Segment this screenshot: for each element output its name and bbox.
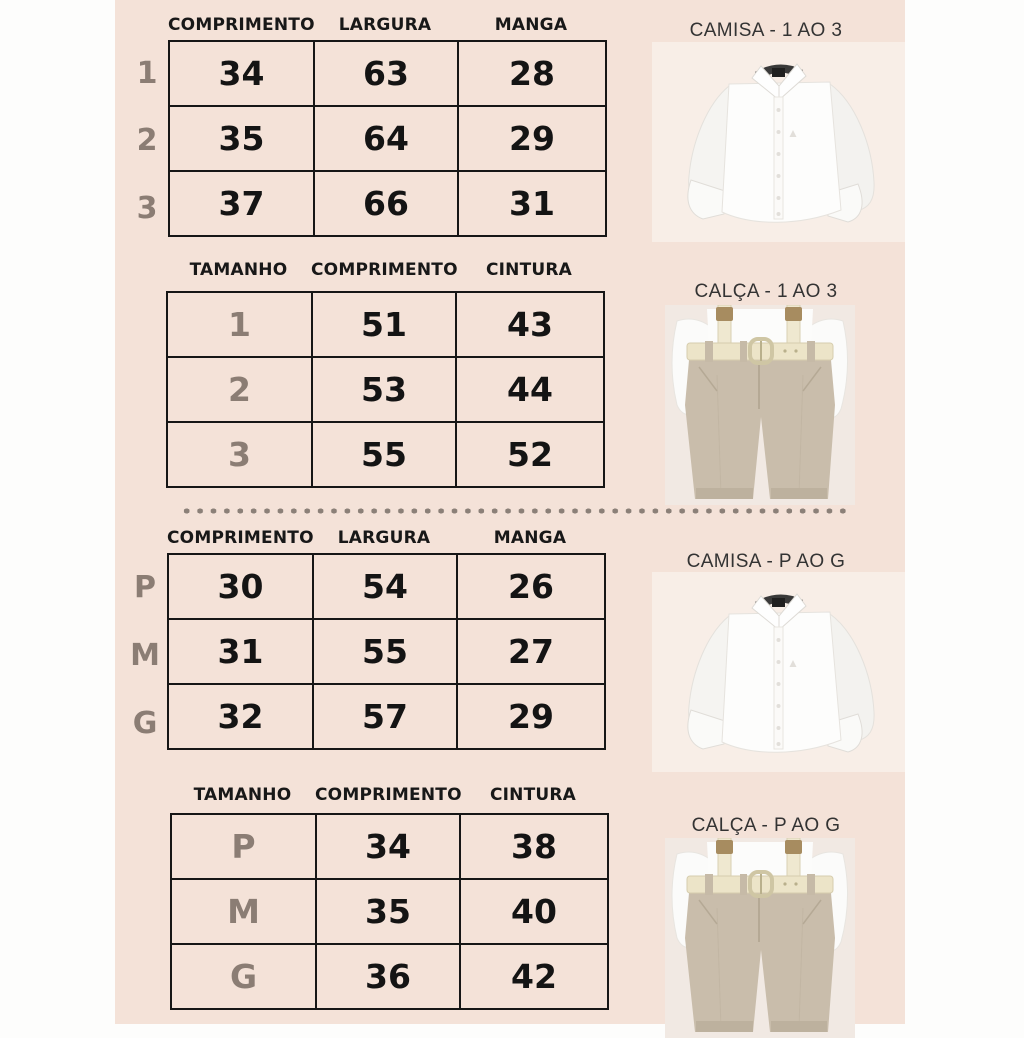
table1-row-labels: 1 2 3 [130,40,164,242]
row-label: P [134,569,156,605]
size-cell: 29 [456,683,606,750]
column-header: LARGURA [338,15,432,35]
table-row: 34 63 28 [168,40,607,107]
size-cell: 37 [168,170,315,237]
size-cell: 63 [313,40,459,107]
row-label-cell: 2 [166,356,313,423]
size-cell: 64 [313,105,459,172]
table-row: 30 54 26 [167,553,606,620]
size-table-camisa-1-ao-3: 34 63 28 35 64 29 37 66 31 [168,40,607,237]
size-cell: 51 [311,291,457,358]
table-row: 2 53 44 [166,356,605,423]
pants-photo [665,304,855,505]
column-header: MANGA [494,15,568,35]
shirt-photo [652,42,905,242]
table4-header-row: TAMANHO COMPRIMENTO CINTURA [170,785,607,805]
row-label-cell: P [170,813,317,880]
table-row: M 35 40 [170,878,609,945]
size-cell: 34 [315,813,461,880]
column-header: CINTURA [489,785,577,805]
size-cell: 54 [312,553,458,620]
column-header: MANGA [493,528,567,548]
size-cell: 42 [459,943,609,1010]
size-cell: 27 [456,618,606,685]
size-cell: 31 [457,170,607,237]
row-label: 2 [136,123,158,159]
size-cell: 34 [168,40,315,107]
column-header: COMPRIMENTO [315,785,462,805]
column-header: TAMANHO [189,260,288,280]
size-cell: 35 [168,105,315,172]
size-cell: 43 [455,291,605,358]
row-label: 3 [136,190,158,226]
left-white-margin [0,0,115,1024]
row-label: G [132,705,158,741]
beige-pants-illustration [665,304,855,505]
table-row: 31 55 27 [167,618,606,685]
white-shirt-illustration [652,42,905,242]
size-cell: 55 [311,421,457,488]
size-cell: 32 [167,683,314,750]
table3-row-labels: P M G [128,553,162,757]
row-label-cell: 3 [166,421,313,488]
row-label-cell: M [170,878,317,945]
size-cell: 29 [457,105,607,172]
product-caption: CAMISA - P AO G [686,551,846,572]
product-caption: CALÇA - 1 AO 3 [694,281,838,302]
column-header: COMPRIMENTO [311,260,458,280]
table-row: 32 57 29 [167,683,606,750]
product-caption: CAMISA - 1 AO 3 [689,20,843,41]
row-label-cell: G [170,943,317,1010]
column-header: COMPRIMENTO [168,15,315,35]
right-white-margin [905,0,1024,1024]
row-label: 1 [136,56,158,92]
size-cell: 55 [312,618,458,685]
column-header: CINTURA [485,260,573,280]
size-cell: 52 [455,421,605,488]
table-row: 1 51 43 [166,291,605,358]
table3-header-row: COMPRIMENTO LARGURA MANGA [167,528,604,548]
pants-photo [665,837,855,1038]
table2-header-row: TAMANHO COMPRIMENTO CINTURA [166,260,603,280]
table1-header-row: COMPRIMENTO LARGURA MANGA [168,15,605,35]
white-shirt-illustration [652,572,905,772]
beige-pants-illustration [665,837,855,1038]
table-row: 3 55 52 [166,421,605,488]
size-cell: 57 [312,683,458,750]
column-header: COMPRIMENTO [167,528,314,548]
size-cell: 44 [455,356,605,423]
size-cell: 38 [459,813,609,880]
size-cell: 28 [457,40,607,107]
size-cell: 31 [167,618,314,685]
product-caption: CALÇA - P AO G [691,815,841,836]
table-row: P 34 38 [170,813,609,880]
size-cell: 53 [311,356,457,423]
size-cell: 36 [315,943,461,1010]
size-table-calca-1-ao-3: 1 51 43 2 53 44 3 55 52 [166,291,605,488]
column-header: TAMANHO [193,785,292,805]
shirt-photo [652,572,905,772]
size-cell: 66 [313,170,459,237]
table-row: 35 64 29 [168,105,607,172]
row-label: M [130,637,160,673]
table-row: G 36 42 [170,943,609,1010]
size-table-camisa-p-ao-g: 30 54 26 31 55 27 32 57 29 [167,553,606,750]
dotted-divider [180,507,848,515]
size-cell: 35 [315,878,461,945]
size-cell: 40 [459,878,609,945]
row-label-cell: 1 [166,291,313,358]
size-table-calca-p-ao-g: P 34 38 M 35 40 G 36 42 [170,813,609,1010]
column-header: LARGURA [337,528,431,548]
table-row: 37 66 31 [168,170,607,237]
size-cell: 26 [456,553,606,620]
size-cell: 30 [167,553,314,620]
